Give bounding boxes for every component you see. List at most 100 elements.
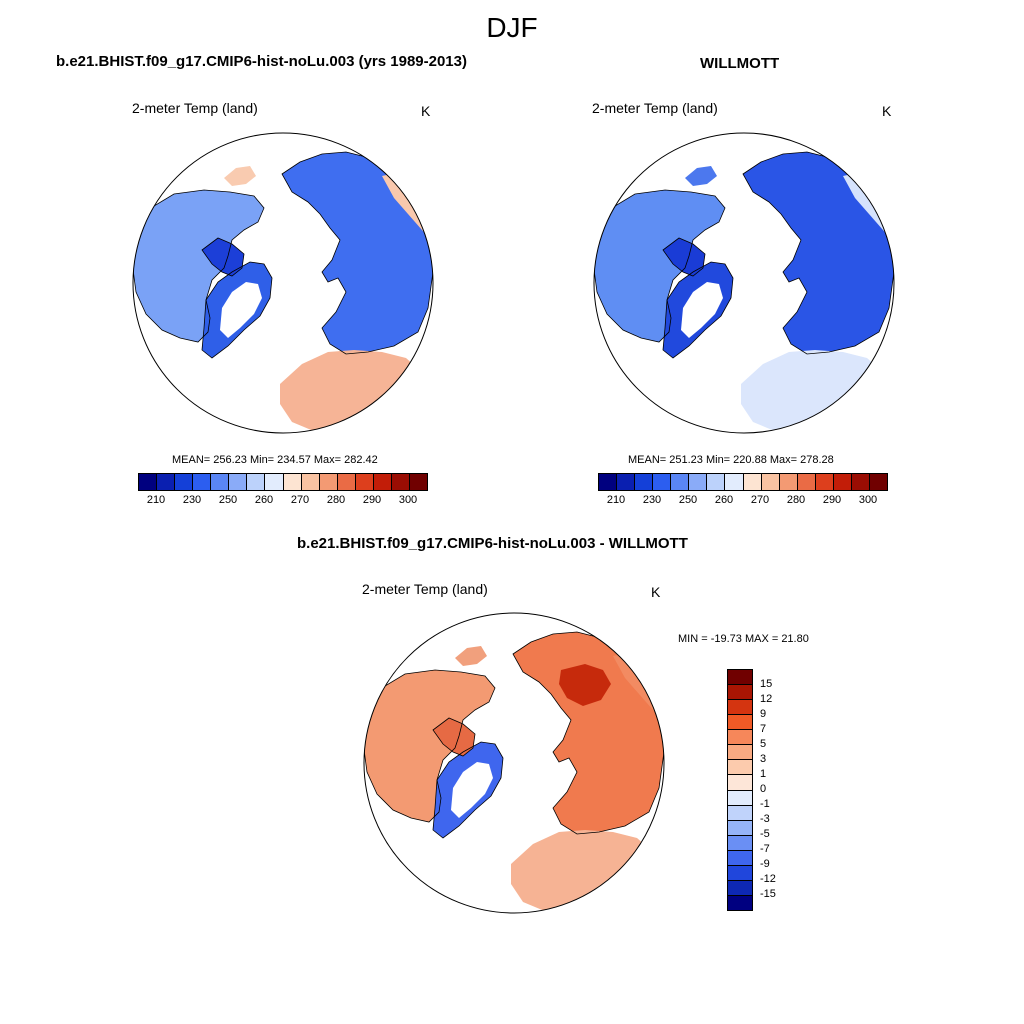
colorbar-swatch xyxy=(728,760,752,776)
colorbar-tick-label: 250 xyxy=(678,494,698,506)
obs-units-label: K xyxy=(882,103,892,119)
colorbar-swatch xyxy=(301,474,320,490)
coastline-arctic-islands xyxy=(432,717,476,757)
model-stats: MEAN= 256.23 Min= 234.57 Max= 282.42 xyxy=(172,454,378,466)
colorbar-swatch xyxy=(728,865,752,881)
colorbar-swatch xyxy=(175,474,194,490)
colorbar-tick-label: 210 xyxy=(606,494,626,506)
diff-units-label: K xyxy=(651,584,661,600)
land-region-greenland-ice xyxy=(220,282,262,338)
model-colorbar xyxy=(138,473,428,491)
colorbar-swatch xyxy=(635,474,654,490)
colorbar-swatch xyxy=(157,474,176,490)
colorbar-tick-label: 3 xyxy=(760,753,767,765)
colorbar-tick-label: 15 xyxy=(760,678,773,690)
colorbar-swatch xyxy=(728,820,752,836)
land-region-greenland-ice xyxy=(681,282,723,338)
colorbar-tick-label: -5 xyxy=(760,828,770,840)
colorbar-tick-label: 12 xyxy=(760,693,773,705)
colorbar-swatch xyxy=(728,715,752,731)
colorbar-swatch xyxy=(797,474,816,490)
land-region-east-asia xyxy=(843,172,893,242)
colorbar-tick-label: 280 xyxy=(326,494,346,506)
colorbar-swatch xyxy=(761,474,780,490)
colorbar-swatch xyxy=(229,474,248,490)
colorbar-swatch xyxy=(869,474,887,490)
colorbar-tick-label: 290 xyxy=(362,494,382,506)
colorbar-swatch xyxy=(265,474,284,490)
colorbar-swatch xyxy=(728,895,752,910)
colorbar-swatch xyxy=(247,474,266,490)
coastline-arctic-islands xyxy=(662,237,706,277)
colorbar-tick-label: -15 xyxy=(760,888,776,900)
colorbar-swatch xyxy=(728,805,752,821)
colorbar-swatch xyxy=(707,474,726,490)
colorbar-tick-label: 260 xyxy=(714,494,734,506)
colorbar-tick-label: -1 xyxy=(760,798,770,810)
colorbar-swatch xyxy=(728,835,752,851)
colorbar-swatch xyxy=(728,850,752,866)
colorbar-swatch xyxy=(728,730,752,746)
map-border xyxy=(132,132,434,434)
obs-variable-label: 2-meter Temp (land) xyxy=(592,100,718,116)
land-region-eurasia xyxy=(282,152,433,354)
land-region-alaska xyxy=(224,166,256,186)
colorbar-swatch xyxy=(193,474,212,490)
coastline-north-america xyxy=(594,189,726,343)
colorbar-swatch xyxy=(373,474,392,490)
coastline-north-america xyxy=(133,189,265,343)
colorbar-tick-label: 5 xyxy=(760,738,767,750)
colorbar-tick-label: 1 xyxy=(760,768,767,780)
obs-polar-map xyxy=(593,132,895,434)
colorbar-swatch xyxy=(851,474,870,490)
colorbar-tick-label: 280 xyxy=(786,494,806,506)
land-region-east-asia xyxy=(613,652,663,722)
land-region-arctic-islands xyxy=(663,238,705,276)
colorbar-tick-label: -12 xyxy=(760,873,776,885)
colorbar-tick-label: 300 xyxy=(398,494,418,506)
model-panel-title: b.e21.BHIST.f09_g17.CMIP6-hist-noLu.003 … xyxy=(56,53,467,70)
colorbar-swatch xyxy=(728,775,752,791)
colorbar-swatch xyxy=(743,474,762,490)
colorbar-swatch xyxy=(728,790,752,806)
diff-panel-title: b.e21.BHIST.f09_g17.CMIP6-hist-noLu.003 … xyxy=(297,535,688,552)
colorbar-swatch xyxy=(779,474,798,490)
land-region-east-asia xyxy=(382,172,432,242)
colorbar-tick-label: 250 xyxy=(218,494,238,506)
colorbar-swatch xyxy=(728,880,752,896)
diff-stats: MIN = -19.73 MAX = 21.80 xyxy=(678,633,809,645)
colorbar-swatch xyxy=(728,745,752,761)
diff-polar-map xyxy=(363,612,665,914)
coastline-greenland-belt xyxy=(662,261,734,359)
colorbar-swatch xyxy=(355,474,374,490)
colorbar-swatch xyxy=(815,474,834,490)
colorbar-swatch xyxy=(319,474,338,490)
colorbar-swatch xyxy=(728,685,752,701)
map-border xyxy=(363,612,665,914)
land-region-siberia-hot xyxy=(559,664,611,706)
colorbar-swatch xyxy=(725,474,744,490)
land-region-eurasia xyxy=(743,152,894,354)
colorbar-swatch xyxy=(391,474,410,490)
diff-colorbar xyxy=(727,669,753,911)
land-region-alaska xyxy=(685,166,717,186)
colorbar-swatch xyxy=(337,474,356,490)
colorbar-tick-label: -7 xyxy=(760,843,770,855)
land-region-arctic-islands xyxy=(433,718,475,756)
land-region-alaska xyxy=(455,646,487,666)
colorbar-tick-label: 7 xyxy=(760,723,767,735)
colorbar-tick-label: 230 xyxy=(642,494,662,506)
colorbar-swatch xyxy=(671,474,690,490)
land-region-north-america xyxy=(133,190,264,342)
colorbar-swatch xyxy=(689,474,708,490)
figure-title: DJF xyxy=(486,12,538,43)
colorbar-swatch xyxy=(211,474,230,490)
model-polar-map xyxy=(132,132,434,434)
obs-panel-title: WILLMOTT xyxy=(700,55,780,72)
model-variable-label: 2-meter Temp (land) xyxy=(132,100,258,116)
obs-colorbar xyxy=(598,473,888,491)
land-region-north-america xyxy=(594,190,725,342)
coastline-greenland-belt xyxy=(432,741,504,839)
colorbar-tick-label: 210 xyxy=(146,494,166,506)
colorbar-tick-label: 0 xyxy=(760,783,767,795)
